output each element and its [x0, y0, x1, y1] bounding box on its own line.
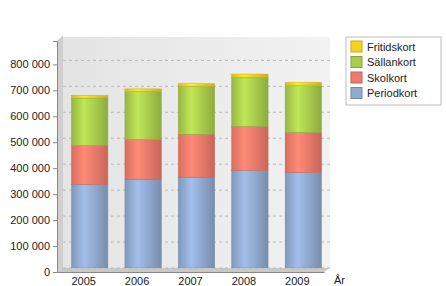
bar — [72, 184, 108, 268]
bar — [178, 86, 214, 134]
legend-label: Skolkort — [367, 72, 407, 84]
bar — [125, 179, 161, 268]
bars — [72, 74, 322, 268]
tick-label: 700 000 — [10, 84, 50, 96]
bar — [232, 77, 268, 126]
tick-label: 400 000 — [10, 162, 50, 174]
grid-line — [63, 60, 330, 61]
tick-label: 600 000 — [10, 110, 50, 122]
bar — [285, 86, 321, 133]
grid — [63, 60, 330, 268]
series — [72, 170, 322, 268]
bar — [178, 177, 214, 268]
tick: 2006 — [125, 272, 149, 286]
tick: 200 000 — [10, 214, 57, 226]
bar — [72, 98, 108, 145]
x-axis-title: År — [334, 274, 345, 286]
chart: 0 100 000 200 000 300 000 400 000 500 000 600 … — [0, 0, 446, 286]
tick: 700 000 — [10, 84, 57, 96]
series — [72, 77, 322, 145]
tick-mark — [53, 168, 57, 169]
legend-swatch — [351, 72, 362, 83]
legend: Fritidskort Sällankort Skolkort Periodkort — [346, 37, 441, 105]
bar — [125, 140, 161, 180]
legend-swatch — [351, 57, 362, 68]
y-axis: 0 100 000 200 000 300 000 400 000 500 000 600 … — [10, 42, 57, 279]
tick: 400 000 — [10, 162, 57, 174]
tick-mark — [53, 116, 57, 117]
tick-label: 100 000 — [10, 240, 50, 252]
tick: 2009 — [285, 272, 309, 286]
tick: 500 000 — [10, 136, 57, 148]
tick-label: 500 000 — [10, 136, 50, 148]
series — [72, 127, 322, 185]
tick-mark — [53, 220, 57, 221]
tick-label: 300 000 — [10, 188, 50, 200]
tick: 100 000 — [10, 240, 57, 252]
tick: 800 000 — [10, 58, 57, 70]
series — [72, 74, 322, 98]
x-axis: 2005 2006 2007 2008 2009 — [58, 272, 325, 286]
legend-label: Sällankort — [367, 56, 416, 68]
tick-label: 2008 — [232, 275, 256, 286]
tick: 2007 — [178, 272, 202, 286]
bar — [285, 133, 321, 173]
tick: 300 000 — [10, 188, 57, 200]
tick: 2008 — [232, 272, 256, 286]
floor — [57, 268, 330, 272]
bar — [285, 82, 321, 85]
bar — [232, 127, 268, 171]
bar — [125, 89, 161, 92]
bar — [178, 134, 214, 177]
tick: 2005 — [71, 272, 95, 286]
legend-box — [346, 37, 441, 105]
bar — [72, 145, 108, 184]
bar — [232, 74, 268, 77]
tick-mark — [53, 246, 57, 247]
axis-line — [53, 42, 58, 273]
legend-swatch — [351, 88, 362, 99]
tick-label: 2007 — [178, 275, 202, 286]
plot-background — [63, 37, 330, 268]
plot: 0 100 000 200 000 300 000 400 000 500 000 600 … — [10, 35, 345, 286]
tick-mark — [53, 90, 57, 91]
bar — [285, 172, 321, 268]
tick: 600 000 — [10, 110, 57, 122]
tick-mark — [53, 64, 57, 65]
tick-label: 800 000 — [10, 58, 50, 70]
bar — [178, 84, 214, 87]
tick-mark — [53, 194, 57, 195]
tick-mark — [53, 272, 57, 273]
tick-mark — [53, 142, 57, 143]
tick-label: 0 — [44, 266, 50, 278]
tick-label: 200 000 — [10, 214, 50, 226]
legend-swatch — [351, 41, 362, 52]
tick-label: 2009 — [285, 275, 309, 286]
legend-label: Periodkort — [367, 87, 417, 99]
tick-label: 2005 — [71, 275, 95, 286]
bar — [72, 95, 108, 98]
tick-label: 2006 — [125, 275, 149, 286]
legend-label: Fritidskort — [367, 41, 415, 53]
tick: 0 — [44, 266, 57, 278]
axis-line — [58, 272, 325, 273]
bar — [125, 92, 161, 140]
bar — [232, 170, 268, 268]
